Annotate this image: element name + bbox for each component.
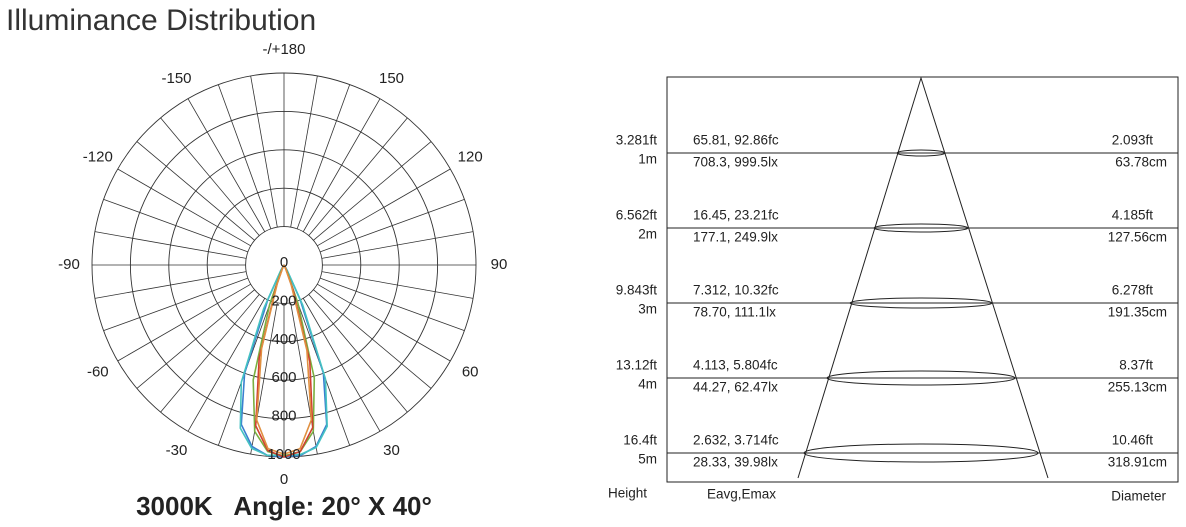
height-ft: 13.12ft [616, 358, 658, 373]
intensity-curve [255, 264, 313, 455]
eavg-fc: 16.45, 23.21fc [693, 208, 779, 223]
angle-tick-label: -30 [166, 442, 188, 459]
height-m: 4m [638, 377, 657, 392]
height-ft: 3.281ft [616, 133, 658, 148]
radial-tick-label: 0 [280, 254, 288, 271]
eavg-fc: 2.632, 3.714fc [693, 433, 779, 448]
diameter-cm: 127.56cm [1108, 230, 1167, 245]
angle-tick-label: 120 [458, 148, 483, 165]
eavg-lx: 708.3, 999.5lx [693, 155, 778, 170]
beam-ellipse [849, 297, 993, 309]
radial-tick-label: 600 [271, 369, 296, 386]
height-m: 1m [638, 152, 657, 167]
angle-tick-label: 60 [462, 363, 479, 380]
angle-tick-label: 90 [491, 256, 508, 273]
diameter-cm: 63.78cm [1115, 155, 1167, 170]
title: Illuminance Distribution [6, 4, 316, 37]
angle-tick-label: 30 [383, 442, 400, 459]
radial-tick-label: 800 [271, 408, 296, 425]
footer-eavg: Eavg,Emax [707, 487, 776, 502]
radial-tick-label: 1000 [267, 446, 300, 463]
eavg-fc: 65.81, 92.86fc [693, 133, 779, 148]
eavg-fc: 4.113, 5.804fc [693, 358, 778, 373]
eavg-lx: 44.27, 62.47lx [693, 380, 778, 395]
footer-height: Height [608, 486, 647, 501]
caption: 3000K Angle: 20° X 40° [136, 491, 432, 521]
angle-tick-label: -60 [87, 363, 109, 380]
cone-outline [797, 76, 1049, 479]
angle-tick-label: -/+180 [263, 41, 306, 58]
diameter-cm: 318.91cm [1108, 455, 1167, 470]
ring [206, 187, 362, 343]
angle-tick-label: -120 [83, 148, 113, 165]
radial-tick-label: 200 [271, 292, 296, 309]
diameter-ft: 10.46ft [1112, 433, 1154, 448]
height-ft: 6.562ft [616, 208, 658, 223]
height-ft: 9.843ft [616, 283, 658, 298]
diameter-ft: 2.093ft [1112, 133, 1154, 148]
angle-tick-label: -90 [58, 256, 80, 273]
ring [245, 226, 323, 304]
beam-ellipse [826, 370, 1016, 386]
height-m: 2m [638, 227, 657, 242]
cone-diagram: 3.281ft 1m 65.81, 92.86fc 708.3, 999.5lx 2.0… [608, 76, 1179, 504]
height-m: 5m [638, 452, 657, 467]
diameter-cm: 191.35cm [1108, 305, 1167, 320]
height-ft: 16.4ft [623, 433, 657, 448]
radial-tick-label: 400 [271, 331, 296, 348]
diameter-ft: 4.185ft [1112, 208, 1154, 223]
beam-ellipse [896, 149, 946, 157]
eavg-lx: 177.1, 249.9lx [693, 230, 778, 245]
beam-ellipse [803, 443, 1039, 463]
angle-tick-label: -150 [161, 70, 191, 87]
eavg-lx: 28.33, 39.98lx [693, 455, 778, 470]
cone-frame [666, 76, 1179, 483]
eavg-fc: 7.312, 10.32fc [693, 283, 779, 298]
angle-tick-label: 150 [379, 70, 404, 87]
ring [129, 110, 439, 420]
eavg-lx: 78.70, 111.1lx [693, 305, 776, 320]
diameter-ft: 8.37ft [1119, 358, 1153, 373]
beam-ellipse [873, 223, 969, 233]
ring [168, 149, 400, 381]
footer-diameter: Diameter [1111, 489, 1166, 504]
intensity-curve [239, 264, 329, 457]
diameter-cm: 255.13cm [1108, 380, 1167, 395]
diameter-ft: 6.278ft [1112, 283, 1154, 298]
angle-tick-label: 0 [280, 471, 288, 488]
height-m: 3m [638, 302, 657, 317]
